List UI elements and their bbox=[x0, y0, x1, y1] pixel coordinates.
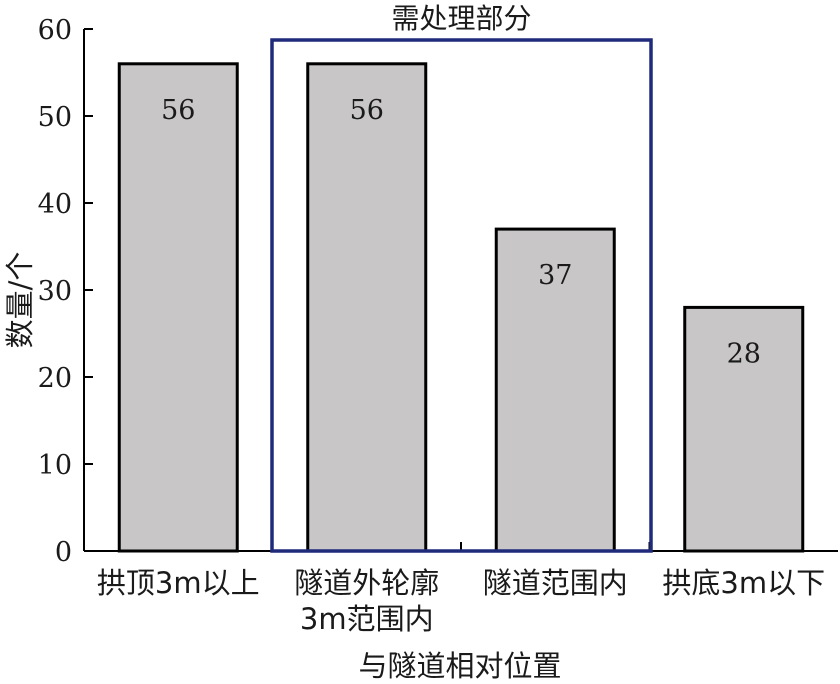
y-tick-label-50: 50 bbox=[38, 102, 72, 133]
y-tick-label-60: 60 bbox=[38, 15, 72, 46]
annotation-box bbox=[270, 38, 653, 553]
y-tick-label-30: 30 bbox=[38, 276, 72, 307]
annotation-label: 需处理部分 bbox=[391, 2, 531, 35]
x-tick-label-3: 隧道范围内 bbox=[483, 566, 628, 600]
bar-4 bbox=[683, 305, 805, 553]
y-tick-label-40: 40 bbox=[38, 189, 72, 220]
x-tick-label-1: 拱顶3m以上 bbox=[97, 566, 260, 600]
x-tick-label-2-line-1: 隧道外轮廓 bbox=[294, 566, 439, 600]
y-tick-label-10: 10 bbox=[38, 450, 72, 481]
data-label-2: 56 bbox=[350, 95, 384, 126]
bar-2 bbox=[306, 62, 428, 553]
y-tick-label-0: 0 bbox=[55, 537, 72, 568]
data-label-4: 28 bbox=[727, 338, 761, 369]
x-tick-label-2-line-2: 3m范围内 bbox=[300, 602, 434, 636]
y-tick-label-20: 20 bbox=[38, 363, 72, 394]
data-label-3: 37 bbox=[538, 260, 572, 291]
x-axis-title: 与隧道相对位置 bbox=[358, 649, 561, 683]
data-label-1: 56 bbox=[161, 95, 195, 126]
x-tick-label-4: 拱底3m以下 bbox=[662, 566, 825, 600]
bar-1 bbox=[117, 62, 239, 553]
bar-3 bbox=[494, 227, 616, 553]
y-axis-title: 数量/个 bbox=[3, 252, 37, 349]
